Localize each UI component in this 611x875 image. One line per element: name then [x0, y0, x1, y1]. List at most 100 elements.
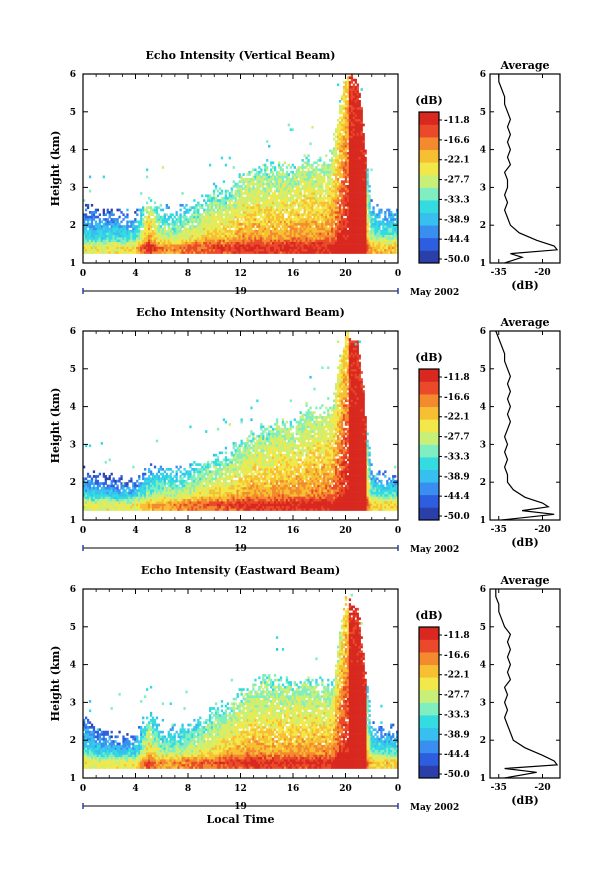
- heatmap-cell: [275, 229, 279, 233]
- heatmap-cell: [275, 225, 279, 228]
- heatmap-cell: [333, 215, 336, 219]
- heatmap-cell: [116, 218, 119, 221]
- heatmap-cell: [354, 147, 357, 150]
- heatmap-cell: [279, 208, 283, 212]
- heatmap-cell: [285, 192, 289, 195]
- heatmap-cell: [270, 208, 273, 212]
- heatmap-cell: [260, 237, 263, 240]
- heatmap-cell: [348, 168, 352, 172]
- heatmap-cell: [201, 251, 204, 254]
- heatmap-cell: [362, 166, 365, 169]
- heatmap-cell: [319, 227, 322, 231]
- heatmap-cell: [360, 194, 363, 198]
- heatmap-cell: [254, 206, 257, 209]
- heatmap-cell: [366, 215, 369, 219]
- heatmap-cell: [313, 244, 316, 247]
- heatmap-cell: [327, 194, 330, 198]
- heatmap-cell: [112, 486, 115, 490]
- heatmap-cell: [277, 251, 281, 254]
- profile-x-tick-label: -20: [534, 268, 550, 278]
- heatmap-cell: [348, 140, 352, 143]
- heatmap-cell: [258, 175, 261, 179]
- heatmap-cell: [350, 95, 354, 98]
- heatmap-cell: [266, 227, 269, 231]
- heatmap-cell: [234, 182, 237, 186]
- heatmap-cell: [336, 237, 340, 240]
- heatmap-cell: [360, 248, 363, 252]
- heatmap-cell: [291, 175, 294, 179]
- heatmap-cell: [88, 225, 92, 228]
- heatmap-cell: [173, 232, 176, 235]
- heatmap-cell: [84, 505, 88, 509]
- heatmap-cell: [242, 220, 245, 224]
- heatmap-cell: [183, 244, 186, 247]
- heatmap-cell: [362, 246, 365, 250]
- heatmap-cell: [144, 227, 147, 231]
- heatmap-cell: [289, 170, 292, 174]
- heatmap-cell: [342, 130, 346, 134]
- heatmap-cell: [336, 246, 340, 250]
- heatmap-cell: [293, 251, 296, 254]
- heatmap-cell: [163, 218, 166, 221]
- heatmap-cell: [340, 229, 344, 233]
- heatmap-cell: [264, 192, 267, 195]
- heatmap-cell: [248, 215, 251, 219]
- heatmap-cell: [307, 248, 310, 252]
- heatmap-cell: [100, 248, 103, 252]
- heatmap-cell: [258, 229, 261, 233]
- heatmap-cell: [236, 185, 239, 188]
- heatmap-cell: [338, 156, 342, 160]
- heatmap-cell: [309, 180, 312, 183]
- heatmap-cell: [364, 199, 367, 202]
- heatmap-cell: [289, 180, 292, 183]
- heatmap-cell: [83, 234, 86, 238]
- heatmap-cell: [130, 479, 133, 483]
- heatmap-cell: [244, 225, 247, 228]
- heatmap-cell: [309, 244, 312, 247]
- heatmap-cell: [167, 218, 170, 221]
- heatmap-cell: [333, 161, 336, 165]
- heatmap-cell: [342, 211, 346, 214]
- heatmap-cell: [104, 460, 107, 464]
- heatmap-cell: [110, 241, 113, 245]
- heatmap-cell: [338, 168, 342, 172]
- heatmap-cell: [303, 251, 306, 254]
- heatmap-cell: [344, 128, 348, 131]
- heatmap-cell: [224, 229, 228, 233]
- heatmap-cell: [348, 151, 352, 155]
- heatmap-cell: [84, 208, 88, 212]
- heatmap-cell: [130, 508, 133, 511]
- heatmap-cell: [356, 229, 359, 233]
- heatmap-cell: [132, 491, 135, 495]
- heatmap-cell: [218, 246, 222, 250]
- heatmap-cell: [220, 201, 224, 205]
- heatmap-cell: [222, 234, 226, 238]
- heatmap-cell: [340, 163, 344, 167]
- heatmap-cell: [342, 246, 346, 250]
- heatmap-cell: [88, 505, 92, 509]
- heatmap-cell: [250, 244, 253, 247]
- heatmap-cell: [232, 196, 235, 200]
- heatmap-cell: [348, 95, 352, 98]
- heatmap-cell: [268, 185, 271, 188]
- heatmap-cell: [346, 107, 350, 110]
- heatmap-cell: [344, 208, 348, 212]
- heatmap-cell: [187, 237, 190, 240]
- heatmap-cell: [254, 187, 257, 191]
- heatmap-cell: [295, 220, 298, 224]
- heatmap-cell: [344, 156, 348, 160]
- heatmap-cell: [98, 501, 102, 504]
- heatmap-cell: [110, 208, 113, 212]
- heatmap-cell: [329, 239, 332, 243]
- heatmap-cell: [386, 244, 389, 247]
- heatmap-cell: [132, 251, 135, 254]
- heatmap-cell: [335, 161, 338, 165]
- heatmap-cell: [92, 505, 96, 509]
- heatmap-cell: [122, 482, 125, 485]
- heatmap-cell: [352, 192, 355, 195]
- heatmap-cell: [338, 144, 342, 148]
- heatmap-cell: [394, 251, 397, 254]
- heatmap-cell: [346, 116, 350, 120]
- heatmap-cell: [140, 248, 143, 252]
- heatmap-cell: [279, 196, 283, 200]
